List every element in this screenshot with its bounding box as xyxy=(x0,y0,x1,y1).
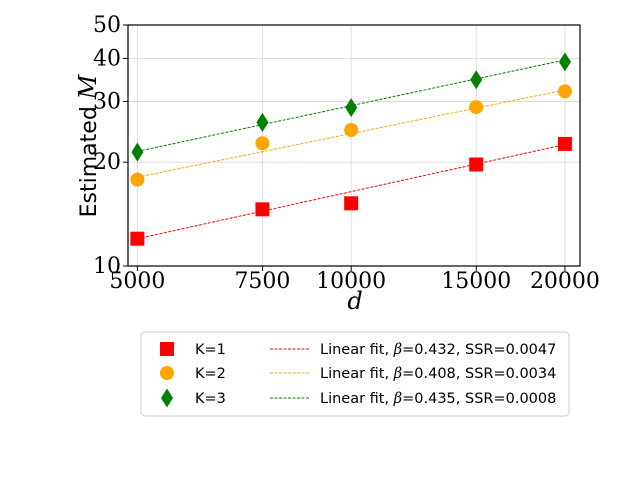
y-tick-label: 10 xyxy=(93,254,121,279)
data-point-k1 xyxy=(344,196,359,211)
data-point-k2 xyxy=(344,122,359,137)
axis-ticks: 5000 7500 10000 15000 20000 10 20 30 40 50 xyxy=(93,13,600,294)
legend-marker-k1 xyxy=(160,342,174,356)
plot-frame xyxy=(127,24,581,267)
legend-fit-label: Linear fit, β=0.408, SSR=0.0034 xyxy=(320,366,556,382)
y-tick-label: 40 xyxy=(93,46,121,71)
data-point-k1 xyxy=(469,157,484,172)
x-tick-label: 5000 xyxy=(109,269,165,294)
y-tick-label: 20 xyxy=(93,150,121,175)
x-tick-label: 20000 xyxy=(530,269,600,294)
data-point-k2 xyxy=(130,172,145,187)
legend-frame xyxy=(140,331,570,417)
data-point-k2 xyxy=(557,84,572,99)
x-tick-label: 10000 xyxy=(316,269,386,294)
legend-marker-k2 xyxy=(160,366,174,380)
data-point-k1 xyxy=(255,202,270,217)
y-tick-label: 30 xyxy=(93,89,121,114)
x-tick-label: 7500 xyxy=(234,269,290,294)
data-point-k3 xyxy=(131,142,144,162)
legend-series-label: K=3 xyxy=(195,391,226,407)
legend-fit-label: Linear fit, β=0.435, SSR=0.0008 xyxy=(320,391,556,407)
legend-series-label: K=2 xyxy=(195,366,226,382)
data-point-k3 xyxy=(558,52,571,72)
legend-series-label: K=1 xyxy=(195,342,226,358)
y-tick-label: 50 xyxy=(93,13,121,38)
y-axis-label-prefix: Estimated xyxy=(77,99,102,217)
legend-fit-label: Linear fit, β=0.432, SSR=0.0047 xyxy=(320,342,556,358)
data-point-k1 xyxy=(557,136,572,151)
data-point-k3 xyxy=(256,112,269,132)
data-point-k3 xyxy=(470,70,483,90)
y-axis-label: Estimated M xyxy=(74,73,102,217)
data-point-k3 xyxy=(345,98,358,118)
grid xyxy=(128,24,580,267)
legend: K=1 Linear fit, β=0.432, SSR=0.0047 K=2 Lin… xyxy=(140,331,570,417)
legend-marker-k3 xyxy=(161,388,173,408)
data-point-k2 xyxy=(255,136,270,151)
x-axis-label: d xyxy=(347,287,362,315)
data-point-k1 xyxy=(130,231,145,246)
x-tick-label: 15000 xyxy=(441,269,511,294)
data-markers xyxy=(130,52,572,246)
data-point-k2 xyxy=(469,100,484,115)
legend-items: K=1 Linear fit, β=0.432, SSR=0.0047 K=2 Lin… xyxy=(160,342,556,408)
y-axis-label-variable: M xyxy=(74,73,102,100)
fit-line-k1 xyxy=(137,144,566,240)
